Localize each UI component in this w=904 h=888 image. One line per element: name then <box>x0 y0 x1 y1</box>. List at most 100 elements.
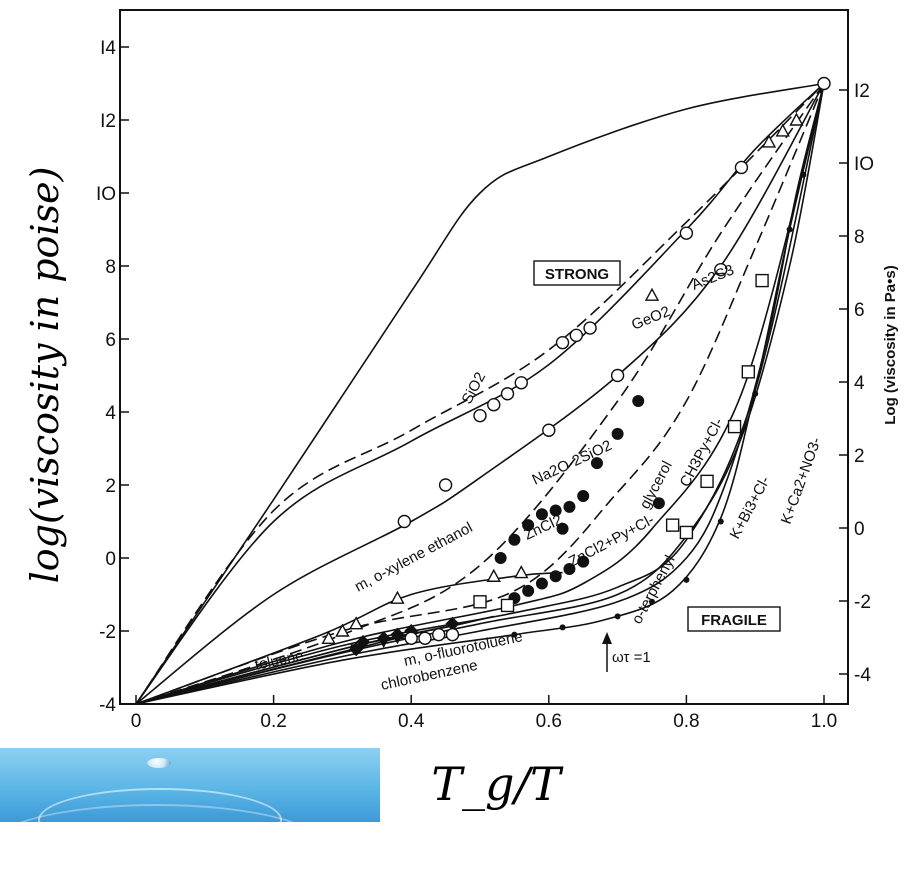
data-point <box>445 616 460 631</box>
data-point <box>494 552 507 564</box>
series-line <box>135 82 825 705</box>
series-line <box>135 83 825 705</box>
x-tick-label: 0.6 <box>536 711 562 732</box>
plot-frame <box>119 9 849 705</box>
x-axis-title: T_g/T <box>431 757 564 811</box>
label-terphenyl: o-terphenyl <box>629 553 679 627</box>
label-geo2: GeO2 <box>629 303 672 334</box>
series-line <box>135 83 825 705</box>
data-point <box>775 123 790 137</box>
data-point <box>535 508 548 521</box>
viscosity-chart: 0 0.2 0.4 0.6 0.8 1.0 -4 -2 0 2 4 6 8 IO I2 I4 -4 -2 0 2 4 6 8… <box>23 9 899 811</box>
x-tick-label: 0.4 <box>398 711 425 732</box>
series-line <box>135 83 825 705</box>
label-zncl2-py: ZnCl2+Py+Cl- <box>566 511 657 570</box>
data-point <box>522 584 535 597</box>
data-point <box>644 287 660 301</box>
data-point <box>800 171 807 178</box>
data-point <box>786 226 793 233</box>
data-point <box>549 570 562 583</box>
data-point <box>563 562 576 575</box>
series-line <box>135 83 825 705</box>
omega-arrow-head <box>602 632 612 644</box>
data-point <box>683 576 690 583</box>
data-point <box>404 631 418 645</box>
y2-tick-label: 8 <box>854 227 865 248</box>
data-point <box>514 565 529 579</box>
y-tick-label: 4 <box>105 403 116 424</box>
y2-tick-label: -2 <box>854 592 871 613</box>
data-point <box>522 519 535 532</box>
y2-tick-label: I2 <box>854 81 870 102</box>
data-point <box>500 387 515 401</box>
label-sio2: SiO2 <box>459 369 490 406</box>
data-point <box>563 500 576 513</box>
y2-axis-title: Log (viscosity in Pa•s) <box>882 265 899 424</box>
fragile-label-box <box>687 606 781 632</box>
data-point <box>679 226 694 240</box>
data-point <box>555 335 570 350</box>
data-point <box>789 112 804 126</box>
data-point <box>350 644 363 656</box>
data-point <box>614 613 621 620</box>
data-point <box>418 631 432 645</box>
data-point <box>473 595 487 609</box>
data-point <box>590 457 603 470</box>
data-point <box>583 321 597 335</box>
data-point <box>632 395 645 408</box>
data-point <box>717 518 724 525</box>
data-point <box>817 76 831 91</box>
data-point <box>700 474 714 489</box>
data-point <box>761 134 777 148</box>
x-tick-label: 0.8 <box>673 711 699 732</box>
data-point <box>473 408 487 423</box>
data-point <box>321 630 336 644</box>
data-point <box>377 636 390 648</box>
data-point <box>335 623 350 637</box>
y-tick-label: -2 <box>99 622 116 643</box>
data-point <box>569 328 584 343</box>
y2-tick-label: IO <box>854 154 874 175</box>
y-tick-label: I2 <box>100 111 116 132</box>
data-point <box>432 627 446 642</box>
data-point <box>500 598 515 613</box>
data-point <box>390 590 405 604</box>
data-point <box>549 504 562 517</box>
data-point <box>535 577 548 590</box>
y2-tick-label: 6 <box>854 300 865 321</box>
y-tick-label: 6 <box>105 330 116 351</box>
ripple-icon <box>0 804 324 888</box>
data-point <box>556 522 569 535</box>
data-point <box>445 627 460 642</box>
fragile-label: FRAGILE <box>701 612 767 629</box>
data-point <box>508 533 521 546</box>
label-kca: K+Ca2+NO3- <box>778 435 825 526</box>
series-line <box>135 82 825 705</box>
y-tick-label: I4 <box>100 38 116 59</box>
data-point <box>652 497 665 510</box>
water-drop-icon <box>147 758 171 768</box>
data-point <box>755 273 769 288</box>
data-point <box>741 365 756 379</box>
y-tick-label: 0 <box>105 549 116 570</box>
data-point <box>610 368 625 383</box>
data-point <box>734 160 749 175</box>
data-point <box>397 514 412 529</box>
data-point <box>391 633 404 645</box>
y2-tick-label: 0 <box>854 519 865 540</box>
series-line <box>135 83 825 705</box>
data-point <box>486 568 501 582</box>
decorative-water-banner <box>0 748 380 888</box>
data-point <box>577 555 590 568</box>
data-point <box>438 478 453 492</box>
x-tick-label: 0 <box>131 711 142 732</box>
data-point <box>714 262 728 277</box>
data-point <box>559 624 566 631</box>
data-point <box>611 427 624 440</box>
y-axis-title: log(viscosity in poise) <box>23 167 67 584</box>
data-point <box>577 489 590 502</box>
series-line <box>135 83 825 705</box>
y2-tick-label: 4 <box>854 373 865 394</box>
data-point <box>727 419 742 434</box>
data-point <box>511 631 518 638</box>
